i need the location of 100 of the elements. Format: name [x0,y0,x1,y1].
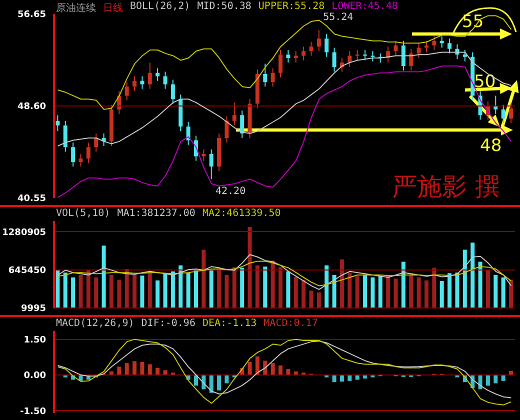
bar [263,266,268,308]
candlestick [209,148,214,180]
bar [209,270,214,308]
y-tick-label: 1.50 [24,336,46,346]
bar [163,370,168,375]
candlestick [63,120,68,152]
bar [401,262,406,308]
line-series [57,254,512,290]
bar [386,275,390,308]
bar [448,273,452,308]
candlestick [316,30,321,52]
candlestick [78,154,83,168]
bar [494,275,498,308]
line-series [57,260,512,286]
bar [501,277,506,308]
candlestick [232,102,236,126]
annotation: 严施影 撰 [392,171,500,203]
candlestick [94,132,98,152]
bar [440,281,444,308]
candlestick [509,103,514,124]
bar [78,275,83,308]
bar [278,365,283,375]
bar [416,277,421,308]
candlestick [124,82,129,101]
bar [340,374,344,382]
bar [462,250,467,308]
bar [209,374,214,393]
bar [148,364,152,375]
bar [302,280,306,308]
candlestick [140,76,144,90]
bar [86,270,90,308]
line-series [57,66,512,198]
bar [94,277,98,308]
bar [455,272,460,308]
bar [217,374,222,390]
text: MA2:461339.50 [202,208,281,219]
bar [286,369,290,375]
bar [509,280,514,308]
bar [394,278,398,308]
bar [432,268,436,308]
annotation: 48 [480,136,502,156]
bar [348,374,352,381]
bar [248,362,252,375]
y-tick-label: 48.60 [18,102,46,112]
bar [470,242,475,308]
bar [170,271,175,308]
bar [316,292,321,308]
candlestick [401,40,406,72]
bar [63,272,68,308]
chart-title: 原油连续 [56,2,96,15]
bar [124,269,129,308]
bar [294,276,298,308]
bar [232,267,236,308]
y-tick-label: -1.50 [20,406,46,417]
bar [270,363,275,375]
bar [378,276,382,308]
bar [248,227,252,308]
bar [140,276,144,308]
legend-title: BOLL(26,2) [130,1,190,14]
candlestick [56,114,60,132]
bar [194,269,198,308]
text: MID:50.38 [197,1,252,14]
candlestick [263,63,268,88]
bar [178,265,183,308]
candlestick [324,34,329,58]
bar [501,374,506,381]
bar [132,361,137,375]
bar [355,276,360,308]
bar [109,275,114,308]
bar [163,274,168,308]
y-tick-label: 56.65 [18,10,46,20]
bar [186,272,190,308]
y-tick-label: 40.55 [18,194,46,204]
candlestick [294,50,298,64]
bar [286,271,290,308]
bar [370,277,375,308]
text: MACD:0.17 [264,318,318,329]
candlestick [86,142,90,164]
bar [309,290,314,308]
series-label: UPPER:55.28 [258,1,325,12]
bar [71,277,76,308]
annotation: 42.20 [216,186,246,198]
candlestick [348,50,352,68]
candlestick [163,71,168,90]
bar [156,280,160,308]
bar [202,250,206,308]
candlestick [501,104,506,124]
y-tick-label: 9995 [20,304,46,314]
bar [363,275,368,308]
legend-title: VOL(5,10) [56,208,110,219]
candlestick [309,42,314,56]
bar [224,275,229,308]
bar [348,272,352,308]
candlestick [148,62,152,90]
candlestick [394,40,398,56]
candlestick [286,50,290,64]
bar [124,363,129,375]
bar [494,374,498,384]
bar [486,374,490,386]
bar [140,362,144,375]
